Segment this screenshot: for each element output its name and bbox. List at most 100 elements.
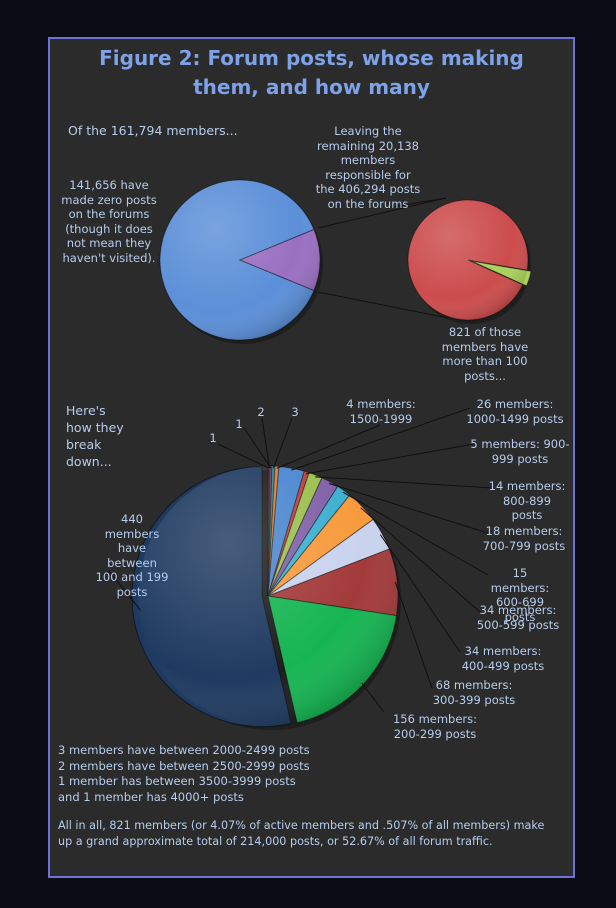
- slice-label-line: 15 members:: [490, 566, 550, 595]
- slice-label-line: 5 members: 900-: [470, 437, 570, 451]
- over-100-label: 821 of those members have more than 100 …: [432, 325, 538, 383]
- zero-posters-line: not mean they: [66, 236, 152, 250]
- connector-line: [317, 197, 447, 229]
- slice-label-line: 156 members:: [392, 712, 478, 726]
- leader-line: [385, 197, 447, 209]
- leader-line: [243, 427, 272, 469]
- pie-1: [407, 199, 532, 324]
- leader-line: [276, 424, 381, 469]
- note-line: and 1 member has 4000+ posts: [58, 789, 244, 804]
- slice-label-line: 1500-1999: [349, 411, 413, 426]
- remaining-line: members: [340, 153, 396, 167]
- slice-label-4000+: 1: [208, 431, 218, 446]
- leader-line: [272, 417, 293, 469]
- breakdown-intro-line: down...: [66, 454, 112, 469]
- slice-label-line: 500-599 posts: [476, 617, 560, 632]
- title-line-1: Figure 2: Forum posts, whose making: [99, 46, 524, 70]
- leader-line: [394, 581, 433, 689]
- slice-label-line: 34 members:: [464, 644, 542, 658]
- leader-line: [291, 407, 471, 471]
- remaining-line: on the forums: [327, 196, 409, 211]
- leader-line: [261, 417, 270, 469]
- zero-posters-line: on the forums: [68, 207, 150, 221]
- leader-line: [306, 443, 475, 475]
- over-100-line: members have: [441, 339, 529, 354]
- slice-label-400-499: 34 members: 400-499 posts: [458, 644, 548, 673]
- slice-label-line: 999 posts: [491, 451, 549, 466]
- slice-label-line: 68 members:: [435, 678, 513, 692]
- slice-label-line: 1: [209, 431, 217, 445]
- leader-line: [328, 483, 489, 534]
- over-100-line: 821 of those: [448, 325, 522, 339]
- remaining-line: responsible for: [325, 167, 411, 182]
- remaining-line: Leaving the: [334, 124, 402, 138]
- slice-label-1500-1999: 4 members: 1500-1999: [346, 397, 416, 426]
- zero-posters-line: haven't visited).: [62, 250, 156, 265]
- breakdown-intro-line: break: [66, 437, 102, 452]
- slice-label-2500-2999: 1: [234, 417, 244, 432]
- slice-label-line: 300-399 posts: [432, 692, 516, 707]
- slice-label-700-799: 18 members: 700-799 posts: [482, 524, 566, 553]
- pie-gloss: [408, 200, 528, 320]
- breakdown-intro-label: Here's how they break down...: [66, 402, 124, 470]
- slice-label-line: 440 members: [104, 512, 160, 541]
- slice-label-100-199: 440 members have between 100 and 199 posts: [92, 512, 172, 599]
- pie-0: [159, 179, 323, 344]
- summary-line: up a grand approximate total of 214,000 …: [58, 834, 493, 848]
- remaining-members-label: Leaving the remaining 20,138 members res…: [312, 124, 424, 211]
- slice-label-200-299: 156 members: 200-299 posts: [392, 712, 478, 741]
- slice-label-line: 700-799 posts: [482, 538, 566, 553]
- slice-label-300-399: 68 members: 300-399 posts: [428, 678, 520, 707]
- breakdown-intro-line: Here's: [66, 403, 106, 418]
- zero-posters-label: 141,656 have made zero posts on the foru…: [56, 178, 162, 265]
- zero-posters-line: made zero posts: [61, 192, 157, 207]
- slice-label-line: 800-899 posts: [502, 493, 552, 523]
- slice-label-line: 14 members:: [488, 479, 566, 493]
- pie-gloss: [160, 180, 320, 340]
- figure-panel: [48, 37, 575, 878]
- leader-line: [360, 507, 481, 613]
- slice-label-1000-1499: 26 members: 1000-1499 posts: [466, 397, 564, 426]
- over-100-line: more than 100: [442, 354, 528, 368]
- slice-label-500-599: 34 members: 500-599 posts: [476, 603, 560, 632]
- slice-label-600-699: 15 members: 600-699 posts: [482, 566, 558, 624]
- slice-label-2000-2499: 3: [290, 405, 300, 420]
- slice-label-line: 200-299 posts: [393, 726, 477, 741]
- note-line: 3 members have between 2000-2499 posts: [58, 743, 310, 757]
- slice-label-line: 34 members:: [479, 603, 557, 617]
- zero-posters-line: (though it does: [65, 221, 153, 236]
- slice-label-line: 600-699 posts: [495, 595, 545, 624]
- slice-label-900-999: 5 members: 900- 999 posts: [466, 437, 574, 466]
- slice-label-3500-3999: 2: [256, 405, 266, 420]
- slice-label-line: 26 members:: [476, 397, 554, 411]
- note-line: 2 members have between 2500-2999 posts: [58, 758, 310, 773]
- remaining-line: the 406,294 posts: [315, 182, 421, 196]
- summary-block: All in all, 821 members (or 4.07% of act…: [58, 818, 544, 849]
- figure-title: Figure 2: Forum posts, whose making them…: [48, 44, 575, 102]
- leader-line: [107, 569, 142, 611]
- summary-line: All in all, 821 members (or 4.07% of act…: [58, 819, 545, 832]
- note-line: 1 member has between 3500-3999 posts: [58, 774, 296, 788]
- total-members-label: Of the 161,794 members...: [68, 123, 238, 138]
- leader-line: [342, 491, 489, 576]
- zero-posters-line: 141,656 have: [69, 178, 149, 192]
- slice-label-line: posts: [116, 584, 148, 599]
- slice-label-line: 400-499 posts: [461, 658, 545, 673]
- remaining-line: remaining 20,138: [317, 138, 419, 153]
- over-100-line: posts...: [464, 368, 506, 383]
- slice-label-line: 18 members:: [485, 524, 563, 538]
- leader-line: [361, 682, 385, 713]
- slice-label-line: 4 members:: [346, 397, 416, 411]
- leader-line: [217, 443, 269, 469]
- leader-line: [379, 534, 461, 653]
- slice-label-line: 1: [235, 417, 243, 431]
- slice-label-800-899: 14 members: 800-899 posts: [486, 479, 568, 523]
- slice-label-line: 3: [291, 405, 299, 419]
- slice-label-line: 1000-1499 posts: [466, 411, 564, 426]
- notes-block: 3 members have between 2000-2499 posts 2…: [58, 743, 310, 805]
- title-line-2: them, and how many: [193, 75, 430, 99]
- pie-breakdown: [131, 465, 401, 730]
- slice-label-line: 100 and 199: [95, 570, 169, 584]
- slice-label-line: have between: [107, 541, 157, 570]
